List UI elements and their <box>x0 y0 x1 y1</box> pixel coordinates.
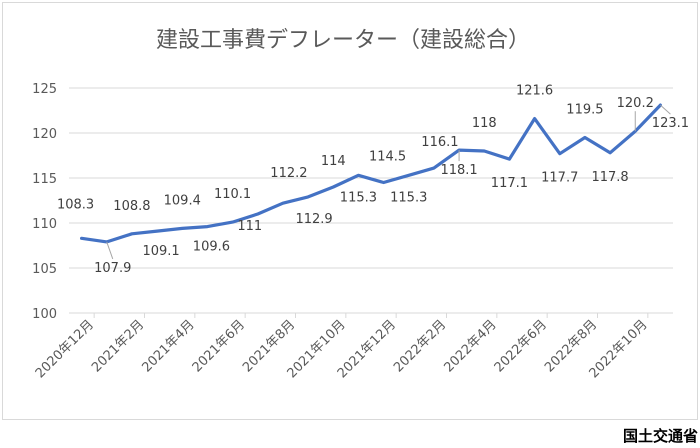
data-label: 116.1 <box>421 135 458 150</box>
x-tick-label: 2022年4月 <box>441 317 499 375</box>
data-label: 109.1 <box>142 244 179 259</box>
data-label: 114.5 <box>369 150 406 165</box>
x-tick-label: 2022年2月 <box>391 317 449 375</box>
data-label: 109.4 <box>164 193 201 208</box>
data-label: 110.1 <box>214 187 251 202</box>
data-label: 109.6 <box>193 240 230 255</box>
data-label: 118 <box>472 116 497 131</box>
data-label: 121.6 <box>516 84 553 99</box>
data-label: 108.3 <box>57 197 94 212</box>
data-label: 117.1 <box>491 176 528 191</box>
data-label: 111 <box>237 219 262 234</box>
x-axis-ticks: 2020年12月2021年2月2021年4月2021年6月2021年8月2021… <box>33 313 651 381</box>
data-label: 118.1 <box>440 163 477 178</box>
gridlines <box>69 87 673 314</box>
data-label: 123.1 <box>652 116 689 131</box>
data-label: 120.2 <box>617 96 654 111</box>
y-tick-label-115: 115 <box>32 172 57 187</box>
data-label: 112.2 <box>270 166 307 181</box>
data-label-leader <box>106 241 114 260</box>
data-label: 108.8 <box>113 199 150 214</box>
data-label: 115.3 <box>340 190 377 205</box>
y-tick-label-110: 110 <box>32 217 57 232</box>
series-line-layer <box>79 103 663 244</box>
data-label: 117.8 <box>591 170 628 185</box>
x-tick-label: 2021年4月 <box>139 317 197 375</box>
data-label: 115.3 <box>390 190 427 205</box>
y-tick-label-100: 100 <box>32 307 57 322</box>
chart-title: 建設工事費デフレーター（建設総合） <box>156 28 530 53</box>
data-label: 107.9 <box>94 261 131 276</box>
line-chart: 建設工事費デフレーター（建設総合） 100 105 110 115 120 125 202… <box>32 28 689 381</box>
data-label: 117.7 <box>541 171 578 186</box>
data-label: 112.9 <box>295 212 332 227</box>
data-label-leader <box>660 104 671 115</box>
series-line <box>79 103 663 244</box>
y-tick-label-105: 105 <box>32 262 57 277</box>
x-tick-label: 2021年2月 <box>89 317 147 375</box>
y-tick-label-125: 125 <box>32 82 57 97</box>
x-tick-label: 2022年6月 <box>492 317 550 375</box>
data-label: 119.5 <box>566 103 603 118</box>
data-labels: 108.3 107.9 108.8 109.1 109.4 109.6 110.1 111 11… <box>57 84 689 276</box>
data-label-leaders <box>106 104 671 260</box>
y-tick-label-120: 120 <box>32 127 57 142</box>
y-axis-ticks: 100 105 110 115 120 125 <box>32 82 57 322</box>
x-tick-label: 2021年6月 <box>190 317 248 375</box>
chart-frame: 建設工事費デフレーター（建設総合） 100 105 110 115 120 125 202… <box>2 2 698 420</box>
x-tick-label: 2020年12月 <box>33 317 97 381</box>
data-label: 114 <box>321 154 346 169</box>
source-label: 国土交通省 <box>622 427 698 445</box>
